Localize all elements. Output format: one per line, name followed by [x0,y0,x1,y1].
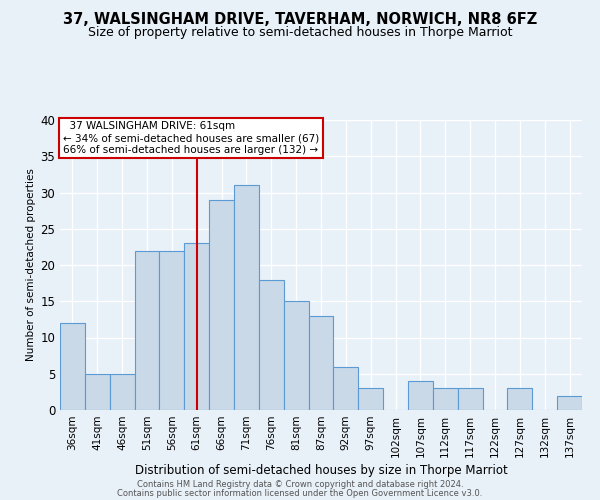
Bar [308,316,334,410]
Bar [508,388,532,410]
Bar [60,323,85,410]
Bar [134,250,160,410]
Text: Size of property relative to semi-detached houses in Thorpe Marriot: Size of property relative to semi-detach… [88,26,512,39]
Bar [358,388,383,410]
Bar [259,280,284,410]
Text: 37 WALSINGHAM DRIVE: 61sqm
← 34% of semi-detached houses are smaller (67)
66% of: 37 WALSINGHAM DRIVE: 61sqm ← 34% of semi… [62,122,319,154]
Text: 37, WALSINGHAM DRIVE, TAVERHAM, NORWICH, NR8 6FZ: 37, WALSINGHAM DRIVE, TAVERHAM, NORWICH,… [63,12,537,28]
Bar [209,200,234,410]
Y-axis label: Number of semi-detached properties: Number of semi-detached properties [26,168,36,362]
Bar [557,396,582,410]
Bar [85,374,110,410]
Bar [458,388,482,410]
Bar [184,244,209,410]
X-axis label: Distribution of semi-detached houses by size in Thorpe Marriot: Distribution of semi-detached houses by … [134,464,508,477]
Bar [284,301,308,410]
Text: Contains HM Land Registry data © Crown copyright and database right 2024.: Contains HM Land Registry data © Crown c… [137,480,463,489]
Bar [160,250,184,410]
Bar [433,388,458,410]
Bar [334,366,358,410]
Bar [110,374,134,410]
Bar [408,381,433,410]
Bar [234,185,259,410]
Text: Contains public sector information licensed under the Open Government Licence v3: Contains public sector information licen… [118,488,482,498]
